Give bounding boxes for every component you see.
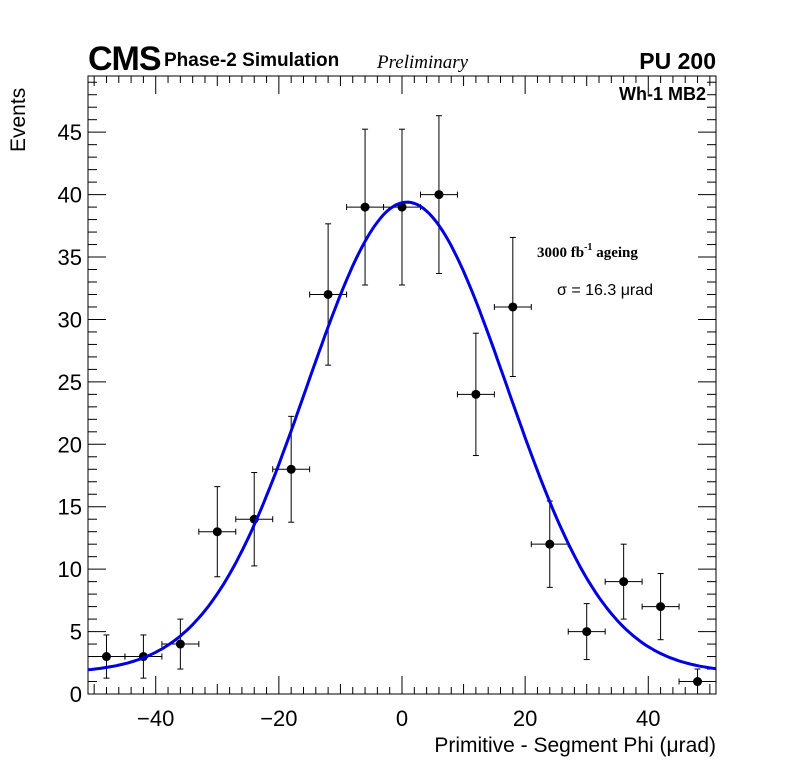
y-tick-label: 35 — [58, 245, 82, 270]
y-tick-label: 25 — [58, 370, 82, 395]
data-point — [419, 115, 458, 275]
data-point — [456, 332, 495, 457]
data-point — [198, 486, 237, 578]
sigma-label: σ = 16.3 μrad — [557, 282, 653, 299]
data-point-marker — [212, 527, 222, 537]
data-point — [641, 573, 680, 641]
data-point — [161, 618, 200, 670]
x-tick-label: 0 — [396, 706, 408, 731]
data-point-marker — [508, 302, 518, 312]
data-point-marker — [656, 602, 666, 612]
pileup-label: PU 200 — [639, 48, 716, 74]
ageing-lumi: 3000 fb — [537, 245, 584, 261]
x-axis-title: Primitive - Segment Phi (μrad) — [434, 734, 716, 757]
data-point-marker — [286, 464, 296, 474]
y-tick-label: 0 — [70, 682, 82, 707]
data-point-marker — [471, 389, 481, 399]
y-tick-label: 10 — [58, 557, 82, 582]
data-point — [493, 236, 532, 378]
ageing-lumi-exponent: -1 — [584, 242, 592, 253]
ageing-label: 3000 fb-1 ageing — [537, 242, 638, 261]
data-point — [383, 128, 421, 286]
y-tick-label: 45 — [58, 120, 82, 145]
data-point — [87, 634, 126, 679]
y-axis-title: Events — [7, 88, 30, 152]
x-tick-label: 20 — [513, 706, 537, 731]
data-point-marker — [693, 677, 703, 687]
x-tick-label: −20 — [260, 706, 297, 731]
data-point — [530, 500, 569, 588]
data-point-marker — [434, 190, 444, 200]
y-tick-label: 30 — [58, 307, 82, 332]
y-tick-label: 5 — [70, 620, 82, 645]
y-tick-label: 15 — [58, 495, 82, 520]
data-point-marker — [545, 539, 555, 549]
data-point — [678, 668, 717, 695]
data-point-marker — [323, 289, 333, 299]
data-point-marker — [360, 202, 370, 212]
ageing-suffix: ageing — [592, 245, 638, 261]
gaussian-fit-line — [87, 200, 717, 672]
y-tick-label: 20 — [58, 432, 82, 457]
simulation-label: Phase-2 Simulation — [164, 50, 340, 71]
data-point — [567, 603, 606, 661]
region-label: Wh-1 MB2 — [619, 84, 706, 104]
data-point-marker — [619, 577, 629, 587]
data-point — [346, 128, 385, 286]
x-tick-label: 40 — [636, 706, 660, 731]
x-tick-label: −40 — [137, 706, 174, 731]
data-point-marker — [582, 627, 592, 637]
data-point-marker — [101, 652, 111, 662]
experiment-label: CMS — [88, 40, 162, 78]
y-tick-label: 40 — [58, 183, 82, 208]
data-point-marker — [175, 639, 185, 649]
data-point — [604, 543, 643, 620]
preliminary-label: Preliminary — [377, 52, 469, 73]
